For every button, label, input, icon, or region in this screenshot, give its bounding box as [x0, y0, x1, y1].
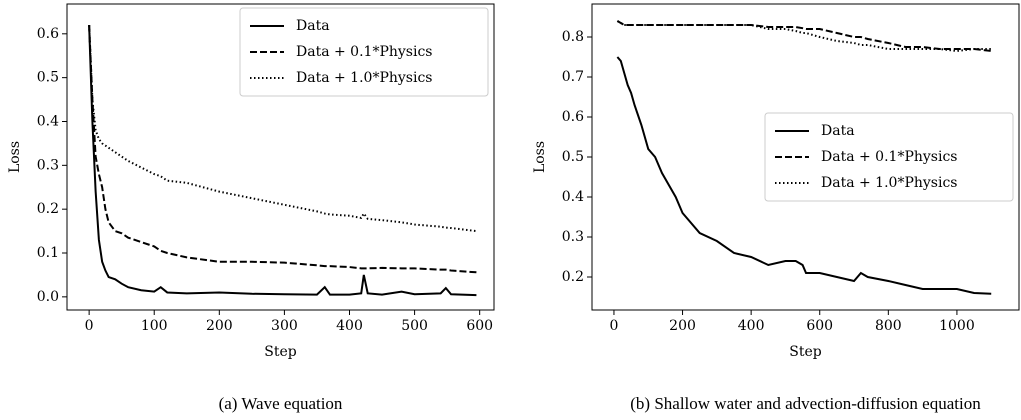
x-tick-label: 600: [806, 318, 833, 334]
y-axis-label: Loss: [7, 141, 23, 173]
y-tick-label: 0.4: [37, 113, 59, 129]
x-tick-label: 600: [466, 318, 493, 334]
x-tick-label: 100: [141, 318, 168, 334]
y-tick-label: 0.2: [562, 269, 584, 285]
x-tick-label: 200: [206, 318, 233, 334]
y-tick-label: 0.2: [37, 201, 59, 217]
x-axis-label: Step: [264, 344, 297, 360]
legend-box: [764, 112, 1014, 202]
x-tick-label: 0: [609, 318, 618, 334]
y-tick-label: 0.5: [562, 149, 584, 165]
series-line: [616, 20, 992, 53]
series-line: [88, 24, 477, 274]
legend-label: Data: [821, 123, 855, 139]
caption: (a) Wave equation: [219, 394, 343, 413]
x-tick-label: 0: [85, 318, 94, 334]
plot-frame: [66, 3, 495, 311]
x-tick-label: 400: [336, 318, 363, 334]
y-tick-label: 0.0: [37, 289, 59, 305]
legend-label: Data: [296, 18, 330, 34]
caption: (b) Shallow water and advection-diffusio…: [630, 394, 981, 413]
legend-box: [239, 7, 489, 97]
y-tick-label: 0.3: [37, 157, 59, 173]
y-tick-label: 0.1: [37, 245, 59, 261]
x-tick-label: 200: [669, 318, 696, 334]
x-tick-label: 400: [738, 318, 765, 334]
y-tick-label: 0.5: [37, 70, 59, 86]
y-tick-label: 0.8: [562, 29, 584, 45]
x-tick-label: 500: [401, 318, 428, 334]
legend-label: Data + 1.0*Physics: [296, 70, 432, 86]
y-tick-label: 0.6: [562, 109, 584, 125]
legend-label: Data + 0.1*Physics: [296, 44, 432, 60]
x-axis-label: Step: [789, 344, 822, 360]
x-tick-label: 1000: [939, 318, 975, 334]
series-line: [616, 56, 992, 295]
y-tick-label: 0.4: [562, 189, 584, 205]
x-tick-label: 800: [875, 318, 902, 334]
plot-frame: [591, 3, 1020, 311]
series-line: [88, 24, 477, 233]
y-axis-label: Loss: [532, 141, 548, 173]
legend-label: Data + 1.0*Physics: [821, 175, 957, 191]
series-line: [616, 20, 992, 52]
y-tick-label: 0.3: [562, 229, 584, 245]
y-tick-label: 0.6: [37, 26, 59, 42]
legend-label: Data + 0.1*Physics: [821, 149, 957, 165]
x-tick-label: 300: [271, 318, 298, 334]
series-line: [88, 25, 477, 297]
y-tick-label: 0.7: [562, 69, 584, 85]
